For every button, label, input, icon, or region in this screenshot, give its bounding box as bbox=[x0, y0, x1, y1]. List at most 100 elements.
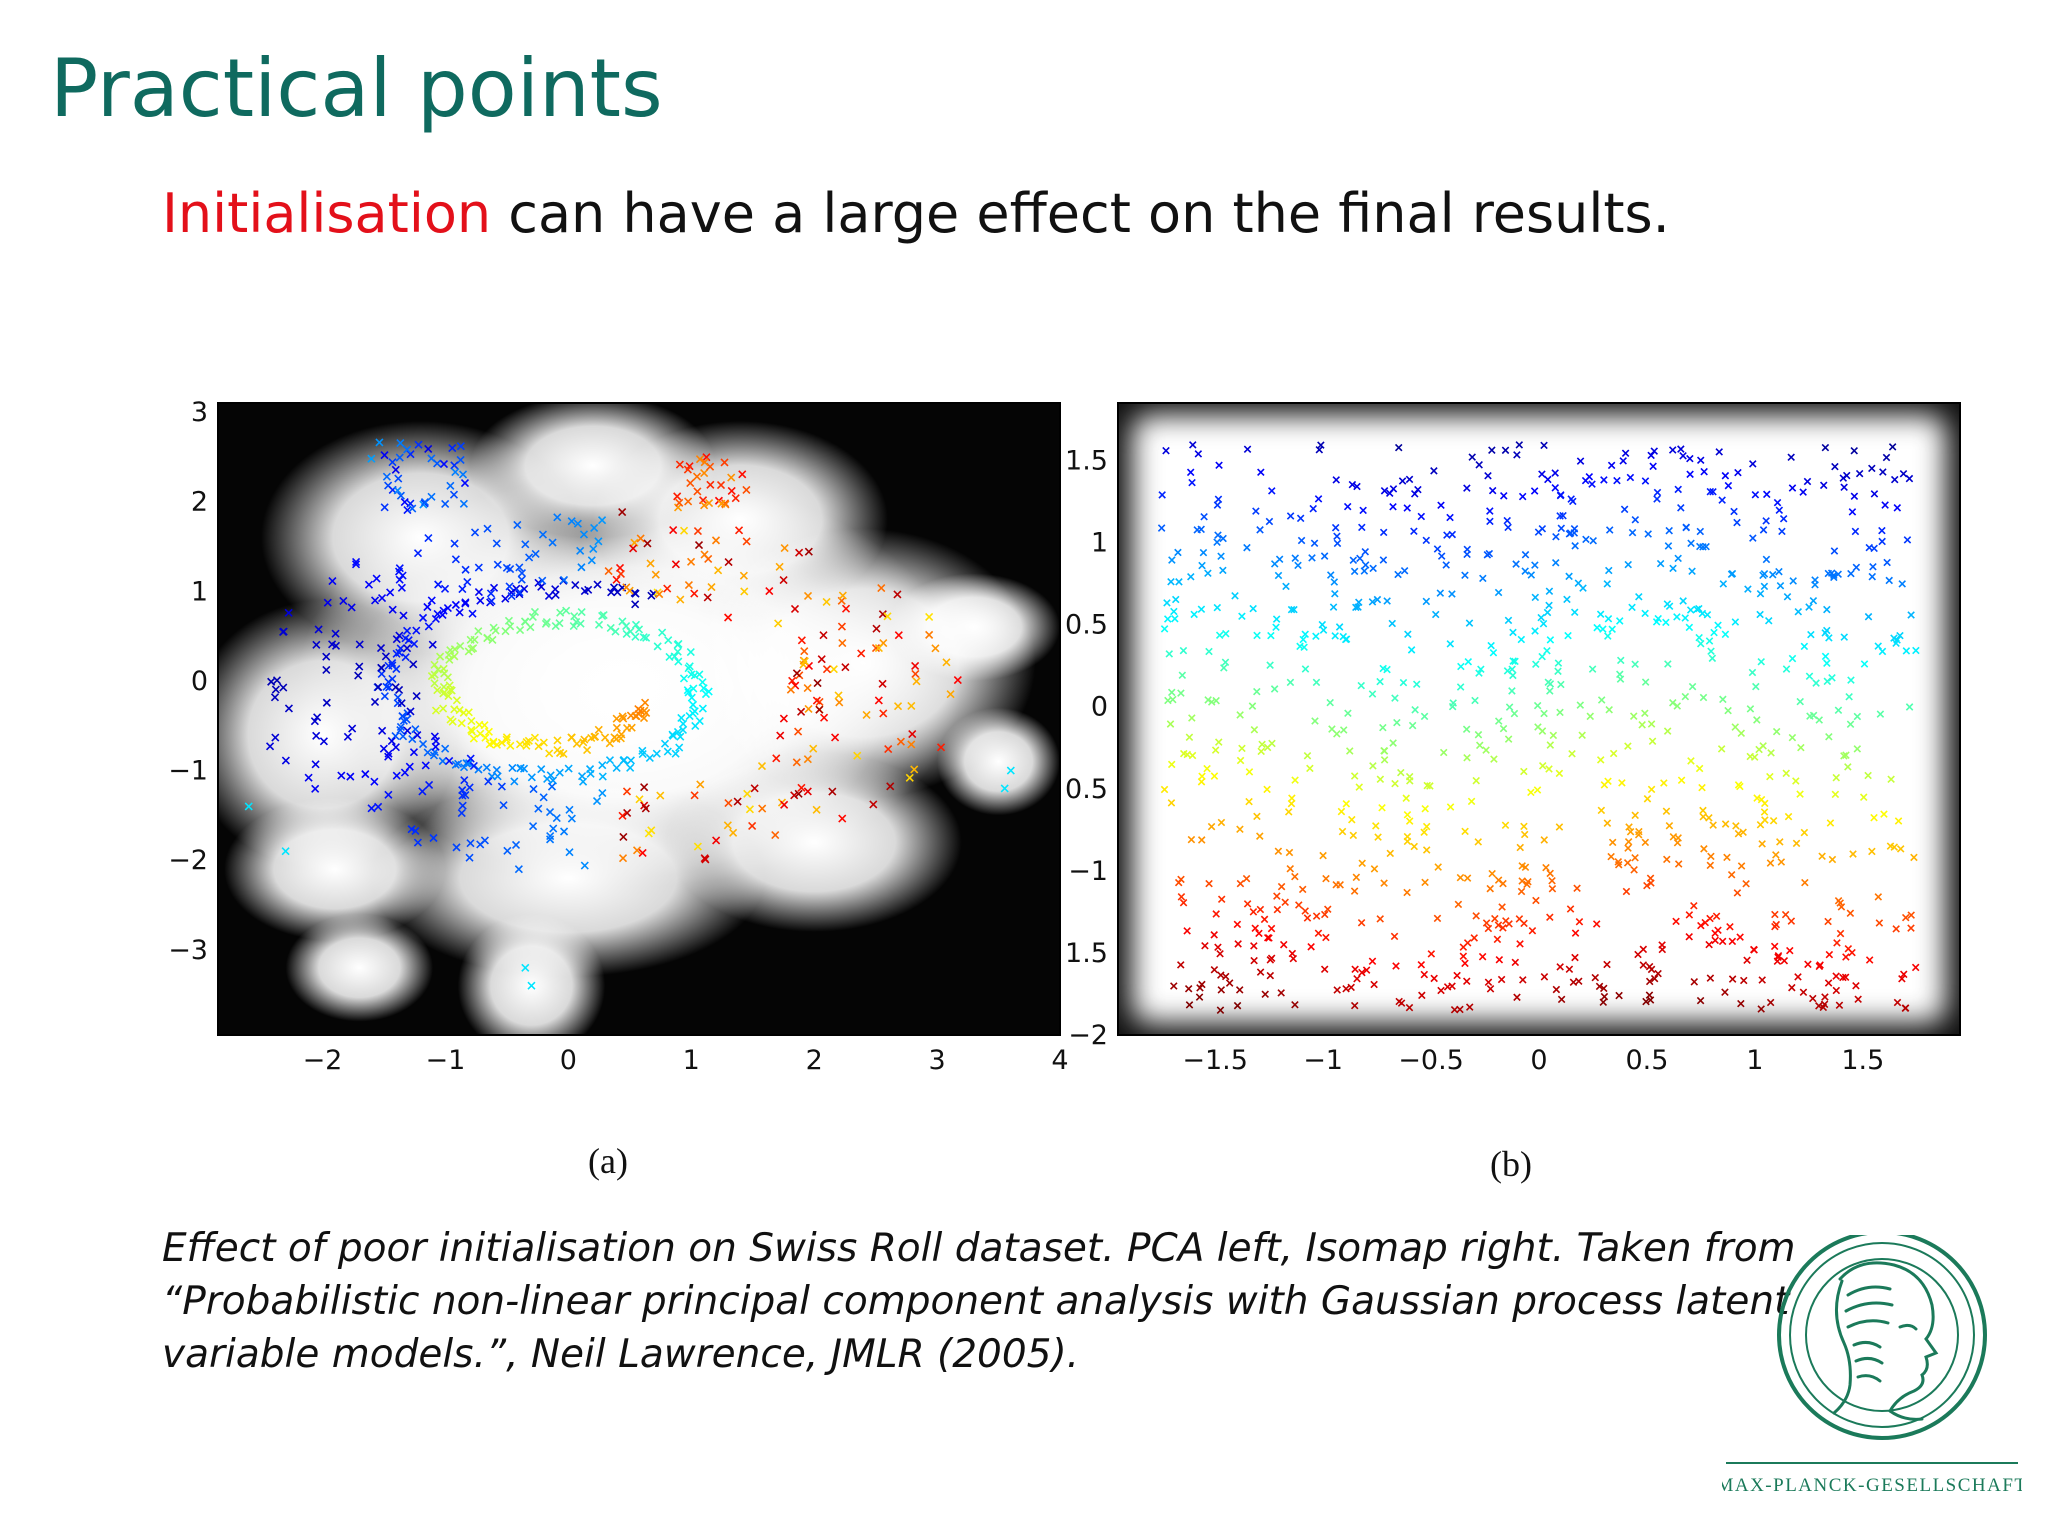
data-point bbox=[1835, 1001, 1844, 1010]
data-point bbox=[396, 491, 405, 500]
data-point bbox=[1164, 696, 1172, 705]
data-point bbox=[1453, 971, 1461, 980]
data-point bbox=[1855, 469, 1864, 478]
data-point bbox=[1236, 879, 1245, 888]
data-point bbox=[598, 761, 607, 770]
data-point bbox=[1166, 720, 1175, 728]
data-point bbox=[1669, 699, 1677, 707]
data-point bbox=[1376, 677, 1384, 686]
data-point bbox=[1775, 506, 1784, 515]
data-point bbox=[1760, 808, 1769, 816]
data-point bbox=[1728, 569, 1737, 578]
data-point bbox=[1216, 1006, 1225, 1014]
data-point bbox=[1778, 527, 1786, 536]
data-point bbox=[1819, 481, 1828, 490]
x-tick-label: 3 bbox=[928, 1045, 945, 1076]
data-point bbox=[1376, 915, 1384, 923]
data-point bbox=[517, 568, 527, 578]
data-point bbox=[1903, 536, 1912, 544]
data-point bbox=[1243, 543, 1251, 552]
data-point bbox=[1457, 662, 1465, 671]
data-point bbox=[367, 454, 376, 463]
data-point bbox=[381, 652, 390, 661]
data-point bbox=[618, 507, 627, 517]
data-point bbox=[1685, 911, 1694, 919]
data-point bbox=[1167, 577, 1175, 586]
data-point bbox=[925, 612, 934, 621]
data-point bbox=[1807, 630, 1815, 639]
data-point bbox=[1465, 1003, 1474, 1011]
data-point bbox=[1543, 646, 1551, 655]
minerva-emblem-icon: MAX-PLANCK-GESELLSCHAFT bbox=[1716, 1230, 2026, 1496]
data-point bbox=[1886, 842, 1895, 850]
data-point bbox=[1336, 881, 1344, 889]
data-point bbox=[925, 630, 934, 639]
data-point bbox=[1530, 487, 1539, 495]
data-point bbox=[1616, 675, 1625, 683]
data-point bbox=[529, 822, 538, 831]
data-point bbox=[1566, 905, 1575, 913]
data-point bbox=[1368, 690, 1377, 698]
data-point bbox=[1711, 929, 1719, 938]
data-point bbox=[455, 706, 464, 715]
data-point bbox=[403, 644, 412, 653]
data-point bbox=[1462, 725, 1471, 733]
data-point bbox=[1864, 612, 1873, 621]
data-point bbox=[1179, 749, 1188, 758]
data-point bbox=[1537, 613, 1545, 622]
data-point bbox=[1399, 678, 1408, 687]
data-point bbox=[1647, 879, 1655, 887]
data-point bbox=[464, 708, 473, 717]
data-point bbox=[546, 832, 555, 841]
data-point bbox=[1595, 982, 1604, 991]
data-point bbox=[448, 443, 457, 453]
data-point bbox=[1236, 825, 1244, 834]
data-point bbox=[1794, 973, 1802, 981]
data-point bbox=[1006, 766, 1015, 775]
data-point bbox=[1342, 800, 1351, 808]
data-point bbox=[1600, 781, 1609, 789]
data-point bbox=[700, 469, 709, 478]
data-point bbox=[1351, 965, 1359, 973]
data-point bbox=[703, 593, 712, 602]
data-point bbox=[871, 643, 881, 653]
data-point bbox=[1556, 963, 1564, 971]
data-point bbox=[458, 584, 467, 594]
y-tick-label: −1 bbox=[1068, 856, 1108, 887]
data-point bbox=[1571, 929, 1580, 937]
data-point bbox=[687, 693, 696, 702]
data-point bbox=[508, 763, 517, 772]
data-point bbox=[727, 486, 736, 496]
data-point bbox=[421, 761, 430, 770]
data-point bbox=[1266, 661, 1274, 669]
data-point bbox=[339, 596, 348, 606]
data-point bbox=[1303, 751, 1312, 760]
data-point bbox=[1263, 933, 1272, 942]
data-point bbox=[1388, 619, 1397, 628]
data-point bbox=[1205, 879, 1213, 888]
data-point bbox=[1521, 550, 1530, 559]
data-point bbox=[312, 640, 321, 649]
data-point bbox=[1628, 528, 1637, 537]
data-point bbox=[423, 602, 432, 612]
data-point bbox=[1294, 561, 1302, 570]
data-point bbox=[506, 741, 515, 750]
data-point bbox=[1296, 642, 1304, 651]
data-point bbox=[1470, 934, 1479, 942]
data-point bbox=[1370, 865, 1379, 873]
data-point bbox=[1816, 961, 1824, 969]
data-point bbox=[1265, 517, 1274, 526]
data-point bbox=[319, 737, 328, 746]
data-point bbox=[1613, 476, 1621, 485]
data-point bbox=[589, 544, 598, 554]
data-point bbox=[1756, 589, 1765, 598]
data-point bbox=[244, 802, 253, 811]
data-point bbox=[1439, 748, 1448, 757]
data-point bbox=[465, 853, 474, 862]
data-point bbox=[525, 553, 534, 562]
data-point bbox=[1697, 921, 1705, 930]
data-point bbox=[1513, 993, 1521, 1002]
data-point bbox=[547, 782, 557, 791]
data-point bbox=[1167, 688, 1176, 697]
data-point bbox=[679, 719, 688, 728]
